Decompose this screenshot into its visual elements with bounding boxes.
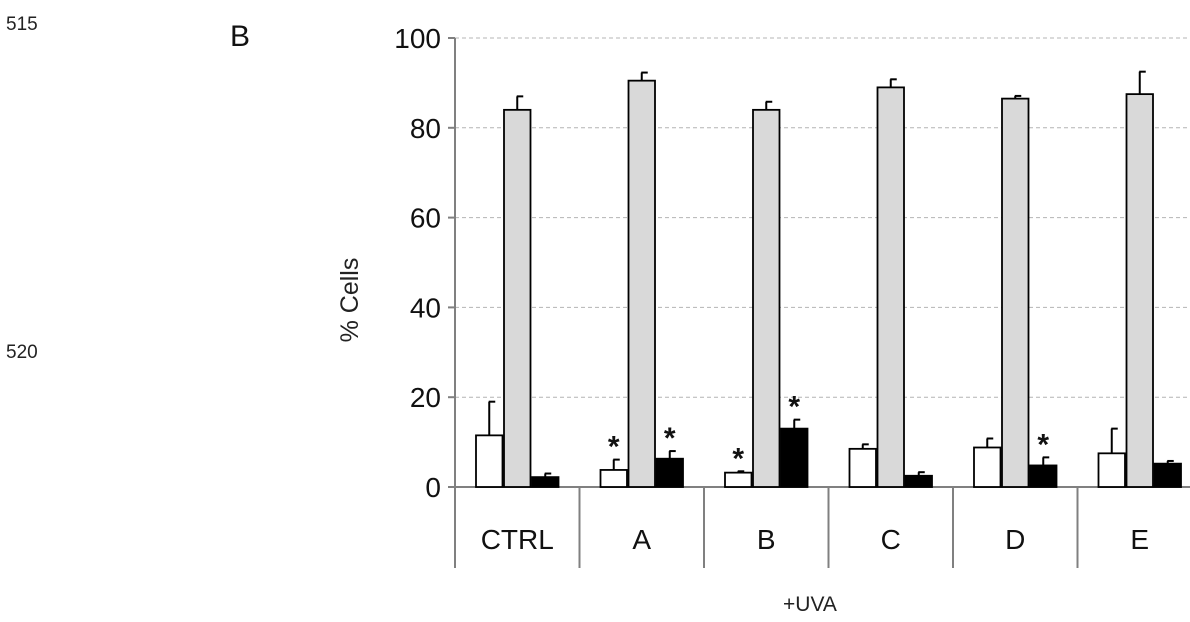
bar [655,457,684,488]
bar [531,476,560,488]
error-bars [488,70,1174,478]
category-label: A [632,524,651,555]
bar [848,447,877,488]
category-label: CTRL [481,524,554,555]
bar [503,108,532,488]
bar [475,434,504,488]
category-label: E [1130,524,1149,555]
bar [1097,452,1126,488]
bar [599,469,628,488]
bar [973,446,1002,488]
bar [876,86,905,488]
significance-star: * [788,391,800,424]
category-label: B [757,524,776,555]
y-tick-label: 60 [410,203,441,234]
bar [1001,97,1030,488]
y-tick-labels: 0 20 40 60 80 100 [394,23,455,503]
bar [752,108,781,488]
y-tick-label: 0 [425,472,441,503]
significance-star: * [732,442,744,475]
x-axis-label: +UVA [783,593,837,616]
category-label: C [881,524,901,555]
bar [1029,464,1058,488]
line-number-520: 520 [6,342,38,363]
significance-star: * [664,422,676,455]
y-tick-label: 20 [410,382,441,413]
bar [780,427,809,488]
grid-lines [455,37,1190,398]
line-number-515: 515 [6,14,38,35]
bar [1125,93,1154,488]
category-labels: CTRL A B C D E [481,487,1149,568]
panel-label: B [230,20,251,53]
bars [475,79,1182,488]
significance-markers: * * * * * [608,391,1050,476]
y-tick-label: 40 [410,292,441,323]
y-axis-label: % Cells [336,258,364,343]
axes [454,38,1190,568]
bar [627,79,656,488]
y-tick-label: 100 [394,23,441,54]
y-tick-label: 80 [410,113,441,144]
category-label: D [1005,524,1025,555]
significance-star: * [1037,428,1049,461]
significance-star: * [608,431,620,464]
bar [1153,462,1182,488]
bar [904,474,933,488]
